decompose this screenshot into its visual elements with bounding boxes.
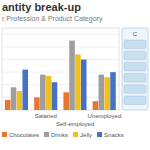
slicer-button[interactable]	[124, 74, 146, 83]
legend-label: Snacks	[104, 132, 124, 138]
subtitle: r Profession & Product Category	[2, 15, 103, 23]
slicer-button[interactable]	[124, 51, 146, 60]
bar	[75, 54, 81, 110]
slicer-button[interactable]	[124, 85, 146, 94]
grid-line	[2, 59, 119, 60]
legend-swatch	[2, 132, 7, 137]
bar	[11, 87, 17, 110]
slicer-panel	[122, 28, 148, 110]
bar	[63, 92, 69, 110]
x-tick-label: Salaried	[35, 113, 57, 119]
slicer-header: C	[133, 31, 138, 37]
bar	[52, 82, 58, 110]
bar	[22, 70, 28, 110]
plot-frame	[2, 28, 119, 110]
grid-line	[2, 72, 119, 73]
bar	[5, 100, 11, 110]
bar	[104, 77, 110, 110]
bar	[46, 76, 52, 110]
x-tick-label: Self-employed	[56, 121, 94, 127]
bar	[17, 91, 23, 110]
bars	[5, 41, 116, 110]
chart: antity break-up r Profession & Product Ca…	[0, 0, 150, 150]
grid-line	[2, 46, 119, 47]
bar	[93, 101, 99, 110]
legend-swatch	[73, 132, 78, 137]
bar	[34, 97, 40, 110]
legend-label: Chocolates	[9, 132, 39, 138]
legend-swatch	[97, 132, 102, 137]
x-tick-label: Unemployed	[88, 113, 122, 119]
slicer-button[interactable]	[124, 40, 146, 49]
legend-label: Drinks	[51, 132, 68, 138]
slicer-button[interactable]	[124, 62, 146, 71]
bar	[99, 75, 105, 110]
bar	[110, 72, 116, 110]
bar	[40, 75, 46, 110]
title: antity break-up	[2, 1, 81, 13]
slicer-button[interactable]	[124, 96, 146, 105]
bar	[81, 60, 87, 110]
bar	[69, 41, 75, 110]
legend-label: Jelly	[80, 132, 92, 138]
grid-line	[2, 34, 119, 35]
legend-swatch	[44, 132, 49, 137]
